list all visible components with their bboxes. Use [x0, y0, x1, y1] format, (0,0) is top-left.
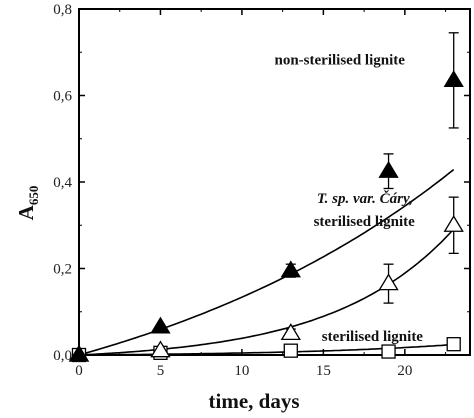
data-point-filled-triangle	[280, 260, 301, 278]
annotations: non-sterilised lignite T. sp. var. Čáry, s…	[275, 52, 424, 345]
annotation-label: T. sp. var. Čáry,	[317, 190, 413, 207]
y-tick-label: 0,8	[53, 2, 72, 18]
x-tick-label: 10	[234, 363, 249, 379]
x-tick-label: 5	[157, 363, 165, 379]
annotation-label: sterilised lignite	[322, 329, 424, 345]
data-point-open-square	[381, 344, 396, 359]
x-axis-title: time, days	[209, 389, 300, 413]
y-tick-label: 0,2	[53, 262, 72, 278]
data-point-open-triangle	[150, 340, 171, 358]
x-tick-label: 20	[397, 363, 412, 379]
y-tick-label: 0,6	[53, 89, 72, 105]
annotation-label: sterilised lignite	[314, 214, 416, 230]
y-axis-title-sub: 650	[26, 186, 41, 206]
data-point-open-square	[283, 343, 298, 358]
x-tick-label: 0	[75, 363, 83, 379]
data-point-filled-triangle	[378, 160, 399, 178]
y-tick-label: 0,0	[53, 348, 72, 364]
data-point-open-triangle	[378, 273, 399, 291]
data-point-open-triangle	[443, 214, 464, 232]
data-point-filled-triangle	[443, 70, 464, 88]
axis-ticks: 0 5 10 15 20 0,0 0,2 0,4 0,6 0,8	[53, 2, 470, 379]
fit-curve-series-3	[79, 343, 454, 356]
y-tick-label: 0,4	[53, 175, 72, 191]
y-axis-title-main: A	[14, 204, 38, 220]
x-tick-label: 15	[316, 363, 331, 379]
data-point-filled-triangle	[150, 316, 171, 334]
data-markers	[68, 70, 464, 363]
data-point-filled-triangle	[68, 344, 90, 362]
y-axis-title: A650	[14, 186, 41, 221]
data-point-open-square	[446, 337, 461, 352]
annotation-label: non-sterilised lignite	[275, 52, 406, 68]
fit-curve-series-1	[78, 168, 455, 356]
data-point-open-triangle	[280, 323, 301, 341]
